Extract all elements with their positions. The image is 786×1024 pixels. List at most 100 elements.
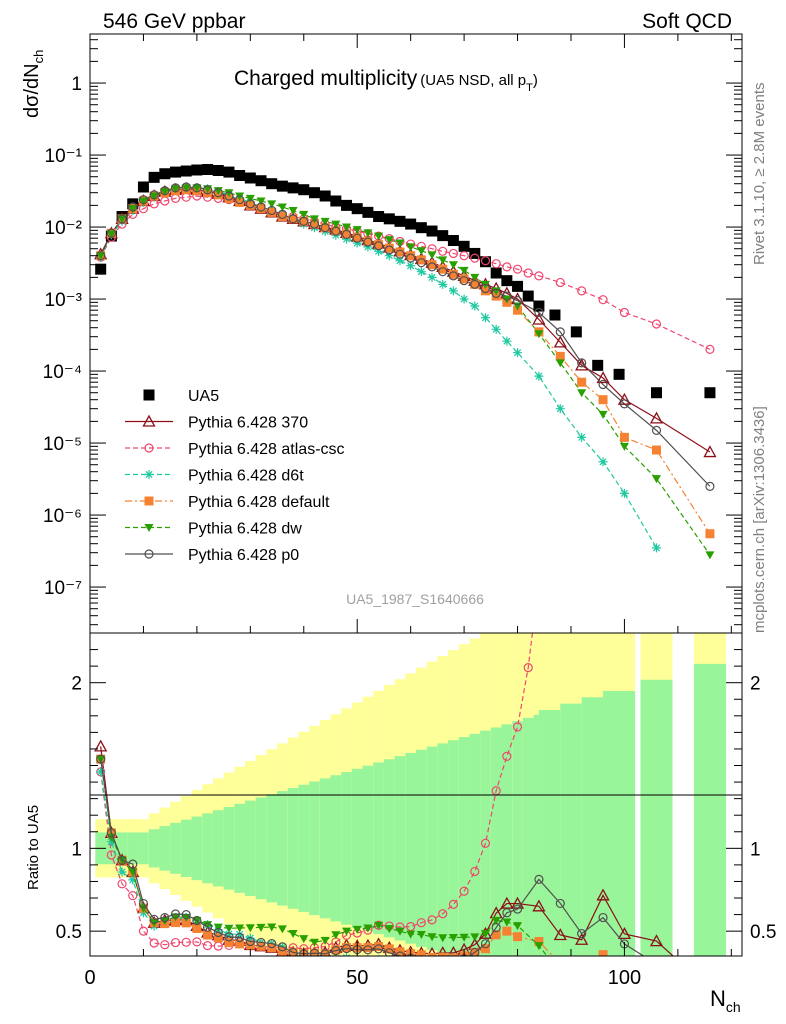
ratio-point-s4-7 [171,918,181,928]
analysis-id-label: UA5_1987_S1640666 [346,591,484,607]
y-tick-label-ratio-right: 1 [750,839,761,860]
ratio-point-s5-36-shape [480,930,490,939]
reference-band-inner [191,816,203,881]
data-point-s6-44-shape [619,399,630,409]
data-point-s5-27-shape [384,236,394,245]
y-tick-label-ratio-right: 0.5 [750,922,776,943]
ratio-point-s3-4 [138,908,148,918]
data-point-s0-41 [533,300,545,312]
data-point-s6-19-shape [299,216,309,226]
data-point-s5-34 [459,266,469,275]
ratio-point-s6-6 [160,913,170,923]
ratio-point-s2-3-shape [128,891,138,901]
reference-band-inner [212,810,224,887]
reference-band-inner [693,663,726,956]
ratio-point-s6-39 [512,904,523,914]
data-point-s6-20 [309,219,320,229]
data-point-s4-27 [384,243,394,253]
ratio-point-s5-26-shape [374,921,384,930]
ratio-point-s6-1-shape [106,828,116,838]
reference-band-inner [298,784,310,912]
data-point-s5-19-shape [299,210,309,219]
ratio-point-s5-22-shape [331,931,341,940]
data-point-s4-12 [224,193,234,203]
y-tick-label-main: 10⁻⁵ [43,434,82,455]
ratio-point-s6-9 [192,915,202,926]
ratio-point-s6-42 [577,928,587,939]
ratio-point-s6-11 [213,927,223,938]
ratio-point-s1-33-shape [447,945,459,956]
data-point-s6-39 [512,296,523,306]
ratio-point-s3-21-shape [321,956,330,965]
reference-band-inner [522,717,534,956]
data-point-s6-42-shape [577,358,587,368]
ratio-point-s3-13-shape [235,929,245,939]
ratio-point-s6-28 [395,951,405,956]
legend-item-0: UA5 [143,388,219,405]
ratio-point-s2-8 [181,937,191,947]
x-axis-label-text: N [710,986,726,1011]
ratio-point-s1-38 [500,896,514,909]
reference-band-inner [394,756,406,941]
ratio-point-s6-30-shape [418,955,424,956]
data-point-s2-35 [470,253,480,263]
data-point-s6-13-shape [235,195,245,205]
ratio-point-s6-13 [235,932,245,943]
reference-band-inner [266,794,278,903]
ratio-point-s5-10 [203,921,213,930]
data-point-s0-42 [549,309,561,321]
ratio-point-s6-28-shape [395,951,405,956]
ratio-point-s5-24-shape [352,925,362,934]
data-point-s3-30 [416,267,426,277]
ratio-point-s2-39-shape [512,722,523,732]
legend-swatch-marker [144,470,154,479]
y-tick-label-main: 10⁻² [45,218,83,239]
data-point-s6-18 [288,214,298,224]
data-point-s5-12 [224,189,234,198]
data-point-s0-6-shape [159,168,171,180]
ratio-point-s4-9 [192,923,202,933]
reference-band-inner [448,740,459,956]
data-point-s6-2 [117,214,127,224]
ratio-point-s6-2-shape [117,855,127,865]
reference-band-inner [319,778,331,919]
data-point-s6-12 [224,191,234,201]
data-point-s3-27 [384,251,394,261]
data-point-s4-35-shape [470,279,480,289]
reference-band-inner [426,746,438,951]
data-point-s6-28 [395,249,405,259]
data-point-s0-11 [212,165,224,177]
reference-band-inner [362,765,374,932]
data-point-s0-32 [437,230,449,242]
data-point-s4-43-shape [598,395,608,405]
data-point-s2-41-shape [534,271,544,281]
ratio-point-s1-44-shape [617,927,632,940]
data-point-s3-29-shape [406,261,416,271]
legend-swatch-marker-shape [144,443,154,453]
data-point-s6-6-shape [160,186,170,196]
data-point-s3-24 [352,238,362,248]
ratio-point-s4-21-shape [320,949,330,956]
ratio-point-s6-10 [202,922,213,932]
data-point-s3-44 [619,488,629,498]
data-point-s5-42 [577,389,587,398]
y-tick-label-ratio-right: 2 [750,674,761,695]
data-point-s6-27 [384,245,394,255]
ratio-point-s6-11-shape [213,927,223,938]
data-point-s5-31-shape [427,251,437,260]
ratio-point-s2-3 [128,891,138,901]
data-point-s5-46-shape [705,551,715,560]
data-point-s3-28 [395,256,405,266]
data-point-s6-22-shape [331,226,341,236]
legend-swatch-marker-shape [143,389,155,401]
ratio-point-s4-21 [320,949,330,956]
data-point-s5-20 [309,215,319,224]
reference-band-inner [351,768,363,928]
ratio-point-s4-33-shape [448,953,458,956]
ratio-point-s4-23-shape [342,943,352,953]
data-point-s6-46 [705,481,715,491]
ratio-point-s3-2-shape [117,867,127,877]
ratio-point-s2-5 [149,938,159,948]
data-point-s4-12-shape [224,193,234,203]
ratio-point-s4-11 [213,933,223,943]
